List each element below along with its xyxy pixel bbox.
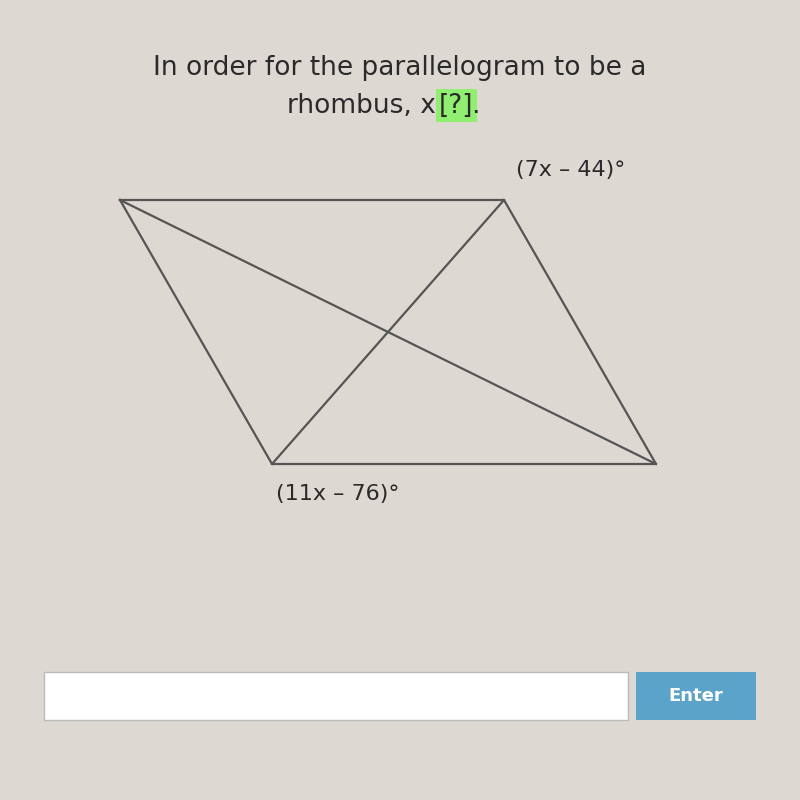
Text: Enter: Enter (669, 687, 723, 705)
FancyBboxPatch shape (636, 672, 756, 720)
Text: (7x – 44)°: (7x – 44)° (516, 160, 626, 180)
Text: .: . (470, 93, 479, 118)
Text: rhombus, x =: rhombus, x = (287, 93, 475, 118)
Text: In order for the parallelogram to be a: In order for the parallelogram to be a (154, 55, 646, 81)
Text: [?]: [?] (439, 93, 474, 118)
Text: (11x – 76)°: (11x – 76)° (276, 484, 399, 504)
FancyBboxPatch shape (44, 672, 628, 720)
